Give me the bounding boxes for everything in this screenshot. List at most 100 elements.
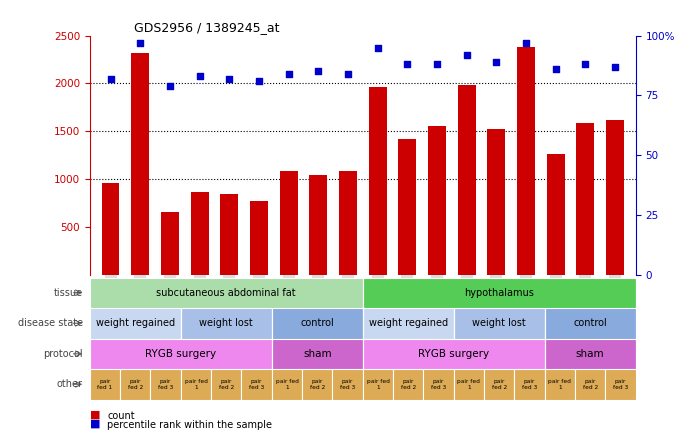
Text: weight regained: weight regained [369, 318, 448, 328]
Text: pair
fed 3: pair fed 3 [158, 379, 173, 390]
Text: pair
fed 2: pair fed 2 [310, 379, 325, 390]
Bar [576, 123, 594, 275]
Text: tissue: tissue [54, 288, 83, 298]
Bar [90, 308, 181, 338]
Bar [131, 53, 149, 275]
Bar [332, 369, 363, 400]
Text: control: control [574, 318, 607, 328]
Bar [514, 369, 545, 400]
Bar [393, 369, 424, 400]
Text: percentile rank within the sample: percentile rank within the sample [107, 420, 272, 430]
Bar [161, 212, 179, 275]
Text: GDS2956 / 1389245_at: GDS2956 / 1389245_at [133, 21, 279, 34]
Text: pair
fed 1: pair fed 1 [97, 379, 113, 390]
Text: pair
fed 3: pair fed 3 [431, 379, 446, 390]
Point [580, 61, 591, 68]
Bar [90, 339, 272, 369]
Bar [606, 120, 624, 275]
Bar [545, 369, 575, 400]
Point [491, 58, 502, 65]
Text: RYGB surgery: RYGB surgery [145, 349, 216, 359]
Text: hypothalamus: hypothalamus [464, 288, 534, 298]
Bar [272, 308, 363, 338]
Bar [454, 369, 484, 400]
Text: pair
fed 3: pair fed 3 [613, 379, 628, 390]
Bar [191, 192, 209, 275]
Point [550, 66, 561, 73]
Text: count: count [107, 411, 135, 421]
Text: pair
fed 2: pair fed 2 [491, 379, 507, 390]
Point [194, 73, 205, 80]
Bar [363, 308, 454, 338]
Text: pair
fed 2: pair fed 2 [218, 379, 234, 390]
Text: sham: sham [576, 349, 605, 359]
Bar [220, 194, 238, 275]
Bar [339, 171, 357, 275]
Bar [241, 369, 272, 400]
Bar [181, 308, 272, 338]
Bar [547, 155, 565, 275]
Point [372, 44, 383, 51]
Point [401, 61, 413, 68]
Bar [250, 202, 268, 275]
Bar [90, 369, 120, 400]
Bar [575, 369, 605, 400]
Point [164, 82, 176, 89]
Bar [487, 129, 505, 275]
Bar [369, 87, 386, 275]
Point [135, 39, 146, 46]
Point [431, 61, 442, 68]
Text: pair
fed 3: pair fed 3 [249, 379, 264, 390]
Text: pair fed
1: pair fed 1 [549, 379, 571, 390]
Text: pair
fed 2: pair fed 2 [583, 379, 598, 390]
Bar [151, 369, 181, 400]
Point [343, 70, 354, 77]
Point [283, 70, 294, 77]
Text: pair fed
1: pair fed 1 [184, 379, 207, 390]
Bar [363, 339, 545, 369]
Bar [120, 369, 151, 400]
Text: weight regained: weight regained [96, 318, 175, 328]
Point [461, 51, 472, 58]
Bar [484, 369, 514, 400]
Text: other: other [57, 379, 83, 389]
Bar [605, 369, 636, 400]
Point [254, 78, 265, 85]
Text: weight lost: weight lost [200, 318, 253, 328]
Text: weight lost: weight lost [473, 318, 526, 328]
Text: ■: ■ [90, 409, 100, 420]
Text: pair
fed 3: pair fed 3 [522, 379, 537, 390]
Bar [272, 369, 302, 400]
Bar [211, 369, 241, 400]
Bar [280, 171, 298, 275]
Text: protocol: protocol [44, 349, 83, 359]
Point [609, 63, 621, 70]
Bar [545, 308, 636, 338]
Bar [310, 174, 327, 275]
Text: pair
fed 2: pair fed 2 [128, 379, 143, 390]
Bar [302, 369, 332, 400]
Bar [363, 278, 636, 308]
Text: pair
fed 3: pair fed 3 [340, 379, 355, 390]
Point [520, 39, 531, 46]
Bar [424, 369, 454, 400]
Text: pair
fed 2: pair fed 2 [401, 379, 416, 390]
Bar [428, 126, 446, 275]
Bar [399, 139, 416, 275]
Point [224, 75, 235, 82]
Text: pair fed
1: pair fed 1 [366, 379, 389, 390]
Bar [454, 308, 545, 338]
Text: ■: ■ [90, 418, 100, 428]
Text: disease state: disease state [18, 318, 83, 328]
Point [105, 75, 116, 82]
Bar [363, 369, 393, 400]
Text: control: control [301, 318, 334, 328]
Point [313, 68, 324, 75]
Text: RYGB surgery: RYGB surgery [418, 349, 489, 359]
Bar [517, 47, 535, 275]
Text: pair fed
1: pair fed 1 [276, 379, 299, 390]
Text: sham: sham [303, 349, 332, 359]
Bar [102, 183, 120, 275]
Bar [90, 278, 363, 308]
Bar [457, 85, 475, 275]
